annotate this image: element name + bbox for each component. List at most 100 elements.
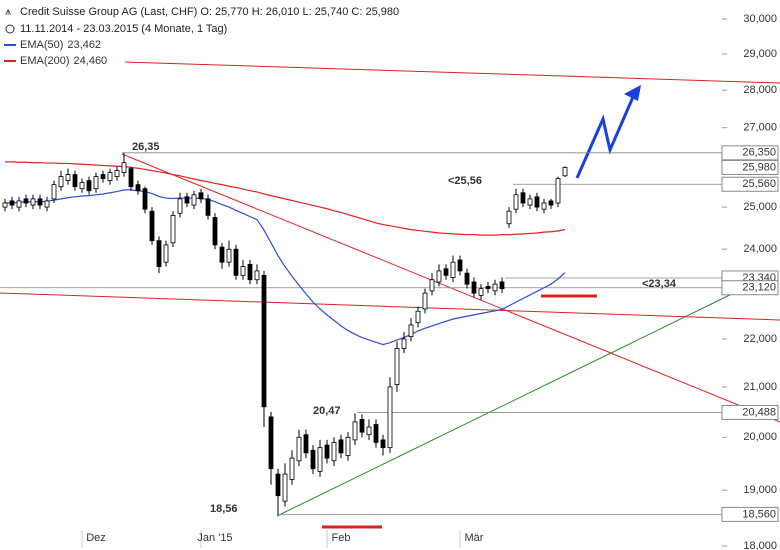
candle-body <box>219 246 225 263</box>
level-box <box>721 159 779 175</box>
candle-body <box>191 194 197 206</box>
candle-body <box>30 198 36 206</box>
candle-body <box>9 200 15 206</box>
level-label: 20,488 <box>742 406 776 418</box>
annotation: 26,35 <box>132 141 160 153</box>
ema-line <box>5 161 566 236</box>
candle-body <box>128 168 134 188</box>
candle-body <box>485 286 491 290</box>
candle-body <box>198 192 204 200</box>
candle-body <box>275 473 281 497</box>
candle-body <box>492 283 498 292</box>
candle-body <box>86 180 92 192</box>
candle-body <box>380 439 386 449</box>
candle-body <box>541 202 547 210</box>
candle-body <box>135 184 141 192</box>
candle-body <box>65 174 71 182</box>
candle-body <box>79 182 85 190</box>
candle-body <box>247 263 253 281</box>
candle-body <box>93 176 99 190</box>
candle-body <box>513 194 519 210</box>
candle-body <box>324 444 330 459</box>
candle-body <box>205 198 211 216</box>
candle-body <box>226 248 232 263</box>
candle-body <box>520 192 526 204</box>
candle-body <box>436 270 442 283</box>
level-label: 26,350 <box>742 147 776 159</box>
candle-body <box>331 442 337 462</box>
candle-body <box>310 449 316 470</box>
candle-body <box>212 217 218 246</box>
candle-body <box>338 439 344 454</box>
candle-body <box>184 196 190 204</box>
candle-body <box>317 447 323 472</box>
candle-body <box>471 281 477 294</box>
y-tick-label: 29,000 <box>743 48 777 60</box>
candle-body <box>401 338 407 349</box>
level-label: 25,980 <box>742 161 776 173</box>
y-tick-label: 22,000 <box>743 333 777 345</box>
candle-body <box>100 174 106 180</box>
level-box <box>721 280 779 296</box>
candle-body <box>422 292 428 310</box>
candle-body <box>156 240 162 267</box>
candle-body <box>177 198 183 214</box>
level-box <box>721 176 779 192</box>
candle-body <box>450 261 456 278</box>
candle-body <box>303 434 309 454</box>
candle-body <box>534 196 540 208</box>
x-tick-label: Dez <box>86 532 106 544</box>
legend-name: EMA(50) <box>20 39 63 51</box>
legend-name: EMA(200) <box>20 55 70 67</box>
y-tick-label: 18,000 <box>743 540 777 550</box>
candle-body <box>548 200 554 206</box>
y-tick-label: 30,000 <box>743 13 777 25</box>
level-box <box>721 506 779 522</box>
y-tick-label: 28,000 <box>743 84 777 96</box>
y-tick-label: 25,000 <box>743 201 777 213</box>
candle-body <box>121 162 127 174</box>
candle-body <box>373 424 379 443</box>
ema-line <box>5 189 566 346</box>
clock-icon <box>5 24 15 34</box>
candle-body <box>261 274 267 408</box>
candle-body <box>345 436 351 456</box>
candle-body <box>352 421 358 441</box>
y-tick-label: 21,000 <box>743 381 777 393</box>
y-tick-label: 27,000 <box>743 122 777 134</box>
chart-title: Credit Suisse Group AG (Last, CHF) O: 25… <box>20 6 399 18</box>
level-label: 18,560 <box>742 508 776 520</box>
legend-value: 24,460 <box>74 55 108 67</box>
x-tick-label: Mär <box>465 532 484 544</box>
candle-body <box>2 202 8 208</box>
candle-body <box>296 436 302 462</box>
icon: ⩚ <box>5 6 11 18</box>
trend-line <box>124 61 780 84</box>
level-box <box>721 404 779 420</box>
candle-body <box>289 457 295 480</box>
candle-body <box>527 198 533 206</box>
candle-body <box>408 324 414 338</box>
candle-body <box>464 272 470 285</box>
candle-body <box>415 310 421 324</box>
candle-body <box>149 210 155 242</box>
candle-body <box>114 170 120 177</box>
candle-body <box>387 386 393 449</box>
candle-body <box>282 473 288 502</box>
candle-body <box>562 167 568 177</box>
forecast-arrow <box>575 96 635 179</box>
candle-body <box>499 281 505 290</box>
candle-body <box>16 200 22 208</box>
candle-body <box>37 198 43 206</box>
y-tick-label: 19,000 <box>743 484 777 496</box>
y-tick-label: 20,000 <box>743 431 777 443</box>
candle-body <box>233 248 239 276</box>
candle-body <box>555 178 561 204</box>
candle-body <box>443 268 449 276</box>
annotation: <25,56 <box>448 175 482 187</box>
candle-body <box>107 172 113 182</box>
trend-line <box>0 292 780 321</box>
